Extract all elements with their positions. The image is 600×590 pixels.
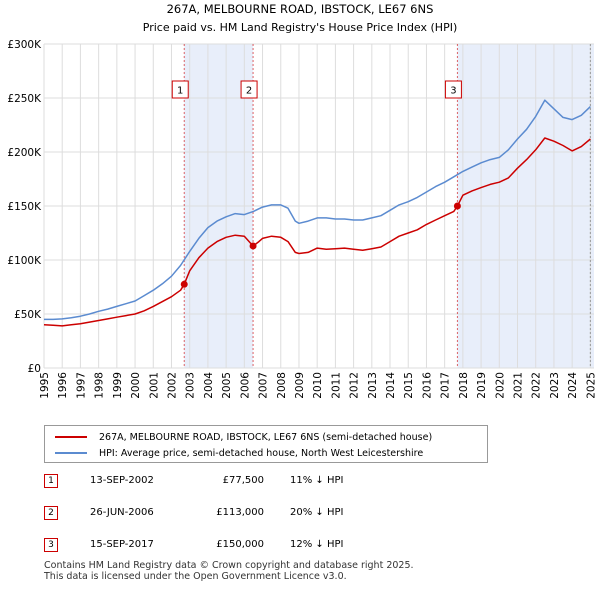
x-tick-label: 1996	[57, 372, 69, 399]
legend-item-hpi: HPI: Average price, semi-detached house,…	[55, 445, 423, 461]
legend-item-property: 267A, MELBOURNE ROAD, IBSTOCK, LE67 6NS …	[55, 429, 432, 445]
legend-swatch-blue	[55, 452, 87, 454]
y-tick-label: £50K	[14, 309, 42, 321]
table-row: 2 26-JUN-2006 £113,000 20% ↓ HPI	[44, 506, 444, 524]
x-tick-label: 2004	[203, 372, 215, 399]
transaction-date: 13-SEP-2002	[90, 475, 154, 486]
y-tick-label: £100K	[7, 255, 42, 267]
footer: Contains HM Land Registry data © Crown c…	[44, 560, 414, 582]
legend-label-property: 267A, MELBOURNE ROAD, IBSTOCK, LE67 6NS …	[99, 431, 433, 443]
table-row: 3 15-SEP-2017 £150,000 12% ↓ HPI	[44, 538, 444, 556]
x-tick-label: 2019	[476, 372, 488, 399]
chart-subtitle: Price paid vs. HM Land Registry's House …	[143, 21, 458, 34]
marker-label: 3	[450, 86, 456, 97]
transaction-date: 15-SEP-2017	[90, 539, 154, 550]
x-tick-label: 2007	[258, 372, 270, 399]
legend-label-hpi: HPI: Average price, semi-detached house,…	[99, 447, 424, 459]
transaction-number: 1	[44, 474, 58, 488]
x-tick-label: 2022	[531, 372, 543, 399]
x-tick-label: 2025	[585, 372, 597, 399]
x-tick-label: 2009	[294, 372, 306, 399]
x-tick-label: 2008	[276, 372, 288, 399]
transaction-hpi: 20% ↓ HPI	[290, 507, 344, 518]
legend-swatch-red	[55, 436, 87, 438]
x-tick-label: 2000	[130, 372, 142, 399]
sale-point	[180, 280, 188, 288]
transaction-price: £150,000	[216, 539, 264, 550]
transaction-hpi: 12% ↓ HPI	[290, 539, 344, 550]
marker-label: 2	[246, 86, 252, 97]
y-tick-label: £200K	[7, 147, 42, 159]
transaction-number: 2	[44, 506, 58, 520]
y-tick-label: £150K	[7, 201, 42, 213]
y-tick-label: £250K	[7, 93, 42, 105]
x-tick-label: 1998	[94, 372, 106, 399]
transaction-date: 26-JUN-2006	[90, 507, 154, 518]
x-tick-label: 2018	[458, 372, 470, 399]
sale-point	[249, 242, 257, 250]
x-tick-label: 2017	[440, 372, 452, 399]
x-tick-label: 2011	[330, 372, 342, 399]
x-tick-label: 1997	[75, 372, 87, 399]
x-tick-label: 2003	[185, 372, 197, 399]
y-tick-label: £0	[28, 363, 41, 375]
x-tick-label: 2005	[221, 372, 233, 399]
series-line-hpi	[44, 99, 591, 321]
x-tick-label: 2023	[549, 372, 561, 399]
x-tick-label: 2024	[567, 372, 579, 399]
x-tick-label: 2001	[148, 372, 160, 399]
price-chart: 267A, MELBOURNE ROAD, IBSTOCK, LE67 6NS …	[7, 2, 597, 399]
x-tick-label: 2021	[513, 372, 525, 399]
x-tick-label: 2014	[385, 372, 397, 399]
transaction-hpi: 11% ↓ HPI	[290, 475, 344, 486]
x-tick-label: 2002	[166, 372, 178, 399]
sale-point	[453, 202, 461, 210]
footer-copyright: Contains HM Land Registry data © Crown c…	[44, 560, 414, 571]
series-line-property	[43, 137, 591, 327]
x-tick-label: 2020	[494, 372, 506, 399]
marker-box	[171, 80, 189, 99]
legend: 267A, MELBOURNE ROAD, IBSTOCK, LE67 6NS …	[44, 425, 488, 463]
x-tick-label: 2015	[403, 372, 415, 399]
marker-box	[240, 80, 258, 99]
marker-box	[444, 80, 462, 99]
transaction-price: £77,500	[222, 475, 264, 486]
x-tick-label: 2006	[239, 372, 251, 399]
table-row: 1 13-SEP-2002 £77,500 11% ↓ HPI	[44, 474, 444, 492]
x-tick-label: 2013	[367, 372, 379, 399]
x-tick-label: 1999	[112, 372, 124, 399]
transaction-number: 3	[44, 538, 58, 552]
y-tick-label: £300K	[7, 39, 42, 51]
x-tick-label: 2012	[349, 372, 361, 399]
x-tick-label: 2010	[312, 372, 324, 399]
x-tick-label: 1995	[39, 372, 51, 399]
transaction-price: £113,000	[216, 507, 264, 518]
x-tick-label: 2016	[421, 372, 433, 399]
marker-label: 1	[177, 86, 183, 97]
chart-title: 267A, MELBOURNE ROAD, IBSTOCK, LE67 6NS	[167, 2, 434, 16]
footer-licence: This data is licensed under the Open Gov…	[44, 571, 347, 582]
